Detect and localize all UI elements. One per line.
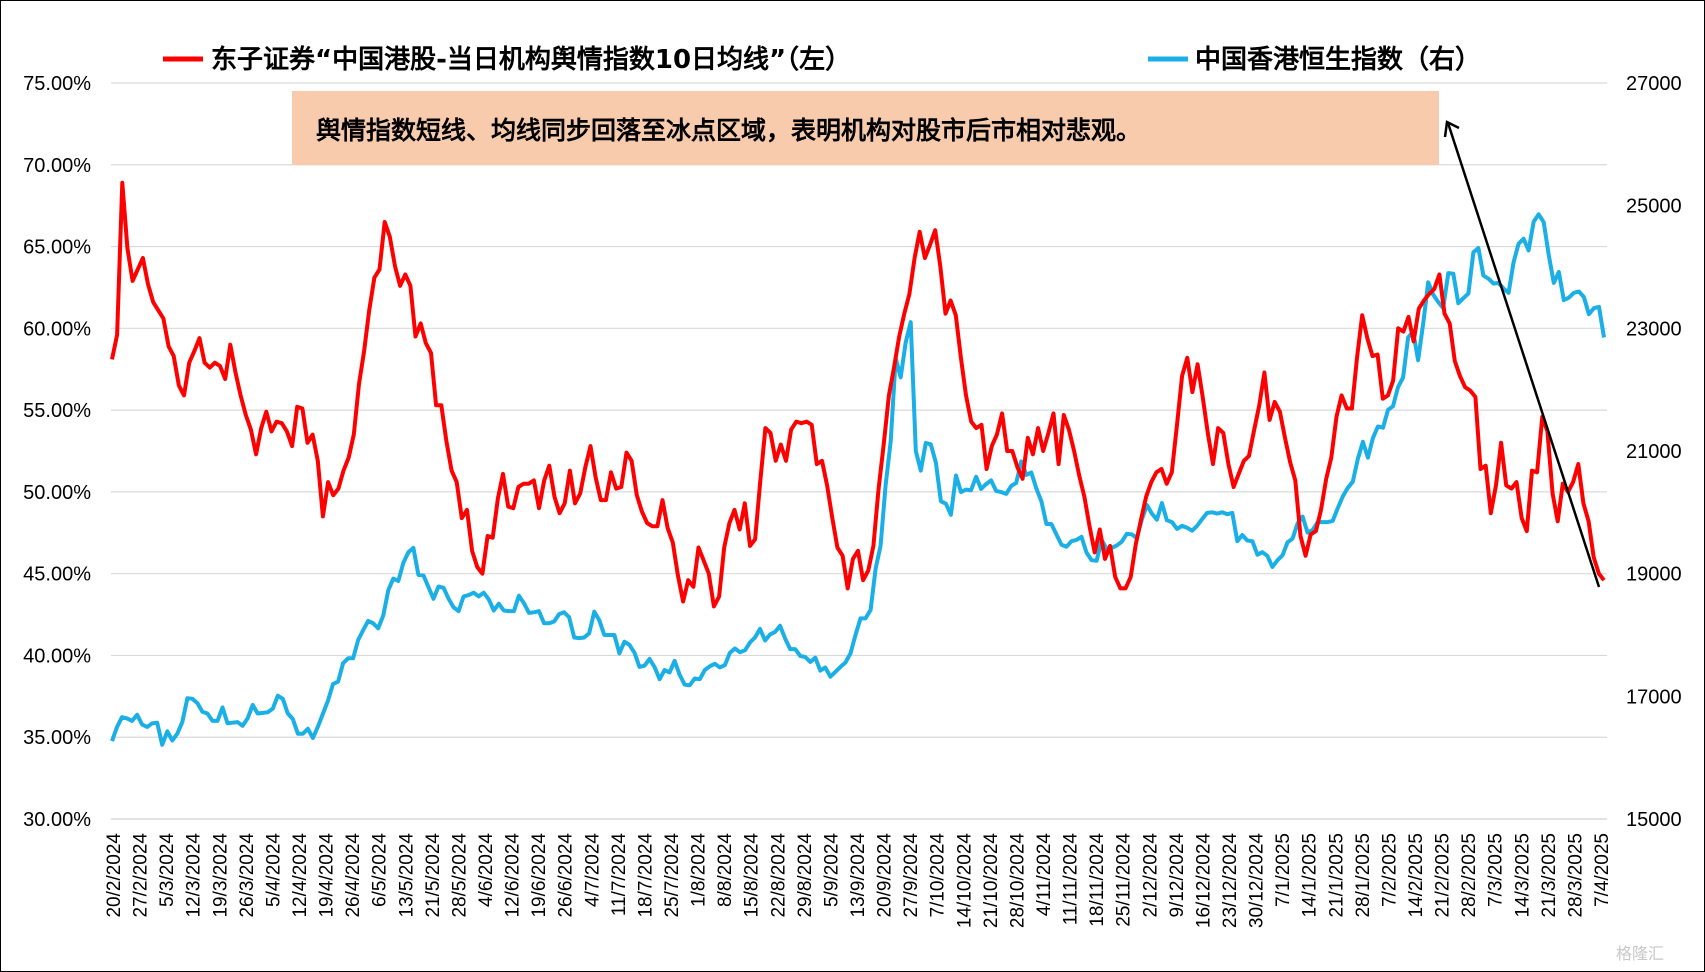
watermark-text: 格隆汇 <box>1616 944 1664 963</box>
left-axis-tick-label: 60.00% <box>23 318 91 340</box>
x-axis-tick-label: 5/9/2024 <box>821 833 842 907</box>
x-axis-tick-label: 7/2/2025 <box>1379 833 1400 907</box>
trend-arrow <box>1443 120 1601 588</box>
x-axis-tick-label: 27/2/2024 <box>131 833 152 918</box>
x-axis-tick-label: 28/1/2025 <box>1353 833 1374 918</box>
x-axis-tick-label: 11/11/2024 <box>1061 833 1082 926</box>
annotation: 舆情指数短线、均线同步回落至冰点区域，表明机构对股市后市相对悲观。 <box>292 91 1439 165</box>
x-axis-tick-label: 6/5/2024 <box>370 833 391 907</box>
trend-arrow-head <box>1443 120 1460 138</box>
left-axis-tick-label: 30.00% <box>23 809 91 831</box>
x-axis-tick-label: 7/4/2025 <box>1592 833 1613 907</box>
legend: 东子证券“中国港股-当日机构舆情指数10日均线”（左） 中国香港恒生指数（右） <box>163 44 1481 75</box>
right-axis-tick-label: 15000 <box>1626 809 1682 831</box>
left-axis-tick-label: 45.00% <box>23 564 91 586</box>
x-axis-tick-label: 14/1/2025 <box>1300 833 1321 918</box>
x-axis-tick-label: 5/3/2024 <box>157 833 178 907</box>
left-axis-tick-label: 75.00% <box>23 73 91 95</box>
right-axis-tick-label: 19000 <box>1626 564 1682 586</box>
x-axis-tick-label: 29/8/2024 <box>795 833 816 918</box>
x-axis-tick-label: 2/12/2024 <box>1140 833 1161 918</box>
right-axis-ticks: 15000 17000 19000 21000 23000 25000 27000 <box>1626 73 1682 831</box>
x-axis-tick-label: 26/3/2024 <box>237 833 258 918</box>
x-axis-tick-label: 7/3/2025 <box>1486 833 1507 907</box>
x-axis-tick-label: 7/1/2025 <box>1273 833 1294 907</box>
right-axis-tick-label: 27000 <box>1626 73 1682 95</box>
x-axis-tick-label: 16/12/2024 <box>1193 833 1214 929</box>
x-axis-tick-label: 19/6/2024 <box>529 833 550 918</box>
x-axis-tick-label: 4/11/2024 <box>1034 833 1055 917</box>
x-axis-tick-label: 26/6/2024 <box>556 833 577 918</box>
left-axis-tick-label: 65.00% <box>23 237 91 259</box>
annotation-text: 舆情指数短线、均线同步回落至冰点区域，表明机构对股市后市相对悲观。 <box>316 116 1141 145</box>
x-axis-tick-label: 13/5/2024 <box>396 833 417 918</box>
x-axis-tick-label: 7/10/2024 <box>928 833 949 918</box>
series-line-hang-seng-index <box>110 212 1606 747</box>
right-axis-tick-label: 25000 <box>1626 196 1682 218</box>
x-axis-tick-label: 20/9/2024 <box>875 833 896 918</box>
x-axis-tick-label: 1/8/2024 <box>689 833 710 907</box>
x-axis-tick-label: 21/5/2024 <box>423 833 444 918</box>
left-axis-tick-label: 55.00% <box>23 400 91 422</box>
right-axis-tick-label: 21000 <box>1626 441 1682 463</box>
x-axis-tick-label: 23/12/2024 <box>1220 833 1241 929</box>
x-axis-tick-label: 8/8/2024 <box>715 833 736 907</box>
x-axis-tick-label: 27/9/2024 <box>901 833 922 918</box>
x-axis-tick-label: 22/8/2024 <box>768 833 789 918</box>
right-axis-tick-label: 17000 <box>1626 686 1682 708</box>
x-axis-tick-label: 21/3/2025 <box>1539 833 1560 918</box>
legend-label-left-series: 东子证券“中国港股-当日机构舆情指数10日均线”（左） <box>211 44 851 75</box>
x-axis-tick-label: 19/3/2024 <box>210 833 231 918</box>
trend-arrow-line <box>1446 122 1601 588</box>
x-axis-tick-label: 4/6/2024 <box>476 833 497 907</box>
x-axis-tick-label: 28/10/2024 <box>1007 833 1028 929</box>
x-axis-tick-label: 4/7/2024 <box>582 833 603 907</box>
x-axis-tick-label: 28/5/2024 <box>449 833 470 918</box>
watermark: 格隆汇 <box>1616 944 1664 963</box>
x-axis-tick-label: 14/3/2025 <box>1512 833 1533 918</box>
x-axis-tick-label: 13/9/2024 <box>848 833 869 918</box>
x-axis-tick-label: 18/7/2024 <box>635 833 656 918</box>
x-axis-tick-label: 9/12/2024 <box>1167 833 1188 918</box>
x-axis-tick-label: 25/7/2024 <box>662 833 683 918</box>
x-axis-tick-label: 18/11/2024 <box>1087 833 1108 927</box>
x-axis-tick-label: 21/2/2025 <box>1433 833 1454 918</box>
x-axis-tick-label: 28/2/2025 <box>1459 833 1480 918</box>
left-axis-tick-label: 50.00% <box>23 482 91 504</box>
annotation-box <box>292 91 1439 165</box>
x-axis-tick-label: 21/1/2025 <box>1326 833 1347 918</box>
left-axis-ticks: 30.00% 35.00% 40.00% 45.00% 50.00% 55.00% 60.0… <box>23 73 91 831</box>
x-axis-tick-label: 11/7/2024 <box>609 833 630 917</box>
x-axis-tick-label: 19/4/2024 <box>317 833 338 918</box>
x-axis-tick-label: 12/4/2024 <box>290 833 311 918</box>
right-axis-tick-label: 23000 <box>1626 318 1682 340</box>
left-axis-tick-label: 70.00% <box>23 155 91 177</box>
x-axis-tick-label: 14/2/2025 <box>1406 833 1427 918</box>
legend-label-right-series: 中国香港恒生指数（右） <box>1195 45 1481 75</box>
left-axis-tick-label: 40.00% <box>23 645 91 667</box>
left-axis-tick-label: 35.00% <box>23 727 91 749</box>
series-line-sentiment-index <box>110 180 1606 609</box>
x-axis-ticks: 20/2/2024 27/2/2024 5/3/2024 12/3/2024 19/3/… <box>104 833 1613 929</box>
x-axis-tick-label: 26/4/2024 <box>343 833 364 918</box>
x-axis-tick-label: 21/10/2024 <box>981 833 1002 929</box>
x-axis-tick-label: 30/12/2024 <box>1247 833 1268 929</box>
gridlines <box>111 82 1607 738</box>
x-axis-tick-label: 14/10/2024 <box>954 833 975 929</box>
x-axis-tick-label: 28/3/2025 <box>1565 833 1586 918</box>
x-axis-tick-label: 20/2/2024 <box>104 833 125 918</box>
x-axis-tick-label: 5/4/2024 <box>263 833 284 907</box>
x-axis-tick-label: 25/11/2024 <box>1114 833 1135 927</box>
x-axis-tick-label: 15/8/2024 <box>742 833 763 918</box>
x-axis-tick-label: 12/6/2024 <box>503 833 524 918</box>
x-axis-tick-label: 12/3/2024 <box>184 833 205 918</box>
